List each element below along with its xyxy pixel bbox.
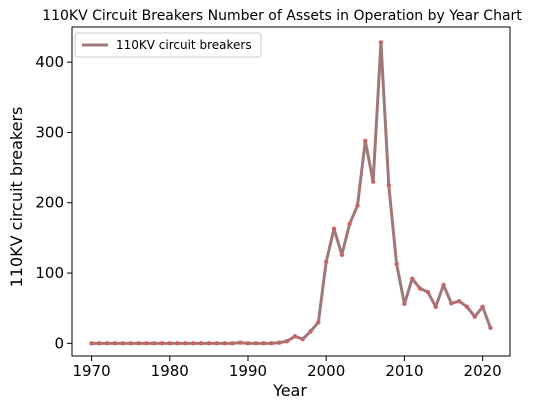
data-point bbox=[222, 341, 227, 346]
data-point bbox=[214, 341, 219, 346]
data-point bbox=[378, 40, 384, 45]
data-point bbox=[277, 340, 282, 345]
data-point bbox=[167, 341, 172, 346]
legend-box bbox=[74, 32, 262, 58]
x-tick-label: 1980 bbox=[151, 362, 189, 380]
data-point bbox=[441, 282, 446, 288]
data-point bbox=[433, 304, 438, 309]
data-point bbox=[300, 336, 305, 342]
data-point bbox=[464, 304, 470, 309]
data-point bbox=[183, 341, 188, 346]
data-point bbox=[456, 298, 462, 304]
y-tick-label: 200 bbox=[35, 194, 64, 212]
data-point bbox=[363, 138, 368, 144]
plot-area bbox=[71, 26, 511, 357]
x-axis: 1970 1980 1990 2000 2010 2020 bbox=[72, 356, 502, 380]
data-point bbox=[175, 341, 180, 346]
data-point bbox=[339, 252, 345, 257]
data-point bbox=[425, 289, 431, 295]
data-point bbox=[191, 341, 196, 346]
data-point bbox=[480, 304, 485, 309]
y-tick-label: 400 bbox=[35, 53, 64, 71]
data-point bbox=[261, 341, 266, 346]
data-point bbox=[394, 261, 399, 267]
x-tick-label: 2020 bbox=[464, 362, 502, 380]
x-tick-label: 2010 bbox=[385, 362, 423, 380]
data-point bbox=[136, 341, 141, 346]
data-point bbox=[386, 182, 391, 188]
x-axis-label: Year bbox=[272, 381, 307, 400]
data-point bbox=[198, 341, 204, 346]
data-point bbox=[253, 341, 259, 346]
data-point bbox=[206, 341, 212, 346]
data-point bbox=[472, 314, 478, 319]
data-point bbox=[237, 340, 243, 345]
data-point bbox=[120, 341, 126, 346]
data-point bbox=[316, 320, 321, 325]
data-point bbox=[89, 341, 94, 346]
data-point bbox=[104, 341, 110, 346]
data-point bbox=[230, 341, 235, 346]
series-line bbox=[91, 40, 492, 345]
y-tick-label: 0 bbox=[54, 334, 64, 352]
data-point bbox=[417, 286, 423, 291]
data-point bbox=[284, 339, 290, 344]
data-point bbox=[449, 301, 454, 306]
data-point bbox=[159, 341, 165, 346]
y-tick-label: 300 bbox=[35, 123, 64, 141]
data-point bbox=[370, 179, 376, 184]
y-axis: 0 100 200 300 400 bbox=[35, 53, 72, 352]
legend: 110KV circuit breakers bbox=[74, 32, 262, 58]
data-point bbox=[245, 341, 251, 346]
data-point bbox=[355, 203, 360, 208]
data-point bbox=[402, 301, 407, 307]
x-tick-label: 2000 bbox=[307, 362, 345, 380]
data-point bbox=[410, 276, 415, 281]
data-point bbox=[308, 329, 313, 334]
x-tick-label: 1990 bbox=[229, 362, 267, 380]
data-point bbox=[128, 341, 133, 346]
data-point bbox=[331, 226, 337, 231]
data-point bbox=[269, 341, 274, 346]
data-point bbox=[292, 334, 298, 339]
data-point bbox=[323, 259, 329, 264]
data-point bbox=[488, 325, 493, 331]
data-point bbox=[151, 341, 157, 346]
chart-title: 110KV Circuit Breakers Number of Assets … bbox=[42, 8, 522, 24]
x-tick-label: 1970 bbox=[72, 362, 110, 380]
data-point bbox=[112, 341, 118, 346]
y-tick-label: 100 bbox=[35, 264, 64, 282]
data-point bbox=[144, 341, 149, 346]
legend-entry-label: 110KV circuit breakers bbox=[116, 38, 252, 52]
y-axis-label: 110KV circuit breakers bbox=[7, 107, 26, 288]
plot-frame bbox=[71, 26, 511, 357]
data-point bbox=[347, 221, 352, 227]
data-point bbox=[97, 341, 102, 346]
